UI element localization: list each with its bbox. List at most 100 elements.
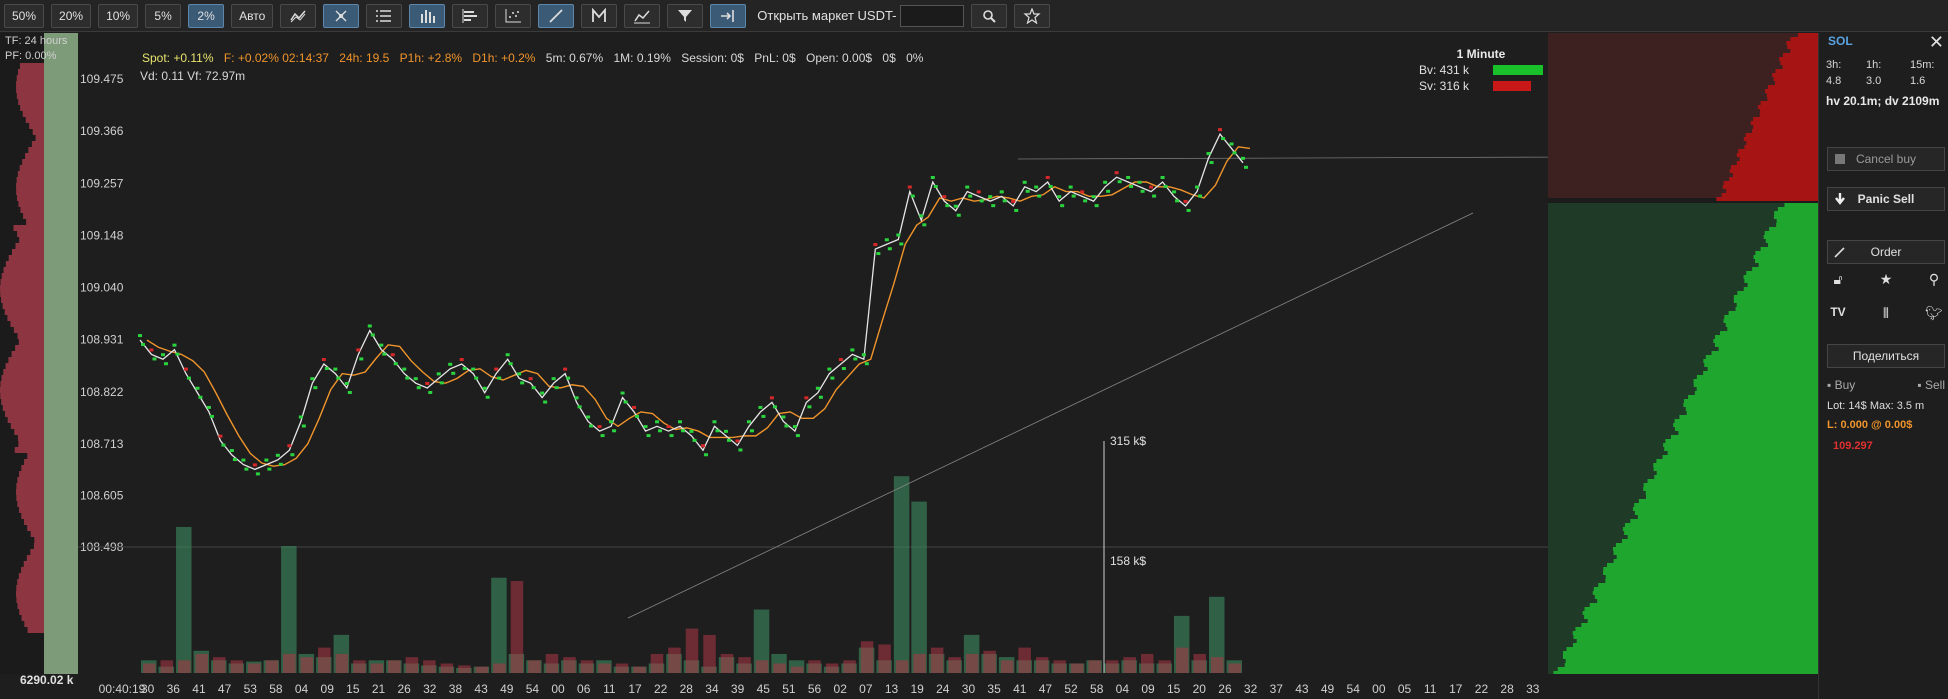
trade-marker	[609, 420, 614, 424]
volume-buy-bar	[1208, 596, 1225, 673]
volume-sell-bar	[1123, 657, 1136, 673]
zero-pct: 0%	[906, 51, 924, 65]
market-input[interactable]	[899, 4, 964, 27]
trade-marker	[612, 429, 617, 433]
export-arrow-icon[interactable]	[710, 3, 747, 28]
trade-marker	[1002, 199, 1007, 203]
price-chart[interactable]: 109.475 109.366 109.257 109.148 109.040 108.9…	[78, 33, 1548, 699]
trade-marker	[347, 390, 352, 394]
list-icon[interactable]	[366, 3, 403, 28]
trade-marker	[474, 376, 479, 380]
bid-depth-bar	[1607, 563, 1818, 567]
order-button[interactable]: Order	[1827, 240, 1945, 264]
twitter-icon[interactable]: 🐦︎	[1925, 305, 1943, 321]
bid-depth-bar	[1693, 379, 1818, 383]
star-icon[interactable]	[1013, 3, 1050, 28]
volume-buy-bar	[893, 476, 910, 673]
profile-sell-bar	[1, 399, 45, 405]
volume-sell-bar	[160, 660, 174, 673]
profile-sell-bar	[19, 63, 44, 69]
trade-marker	[827, 367, 832, 371]
lock-icon[interactable]: 🔓︎	[1833, 271, 1843, 287]
profile-sell-bar	[4, 309, 44, 315]
bid-depth-bar	[1637, 515, 1818, 519]
volume-sell-bar	[930, 647, 944, 673]
symbol-link[interactable]: SOL	[1828, 34, 1853, 48]
timeframe-title: 1 Minute	[1456, 47, 1506, 61]
trade-marker	[1068, 185, 1073, 189]
trade-marker	[528, 377, 533, 381]
candles-icon[interactable]: ⫴	[1883, 305, 1889, 321]
zoom-5-button[interactable]: 5%	[145, 3, 182, 28]
search-icon[interactable]	[970, 3, 1007, 28]
panic-sell-button[interactable]: Panic Sell	[1827, 187, 1945, 211]
x-axis-tick-label: 28	[680, 682, 694, 696]
dots-chart-icon[interactable]	[495, 3, 532, 28]
bid-depth-bar	[1572, 631, 1818, 635]
line-chart-icon[interactable]	[280, 3, 317, 28]
funding-rate: F: +0.02% 02:14:37	[223, 51, 329, 65]
filter-icon[interactable]	[667, 3, 704, 28]
volume-sell-bar	[1175, 647, 1189, 673]
trend-lines-icon[interactable]	[624, 3, 661, 28]
x-axis-tick-label: 49	[1321, 682, 1335, 696]
share-label: Поделиться	[1852, 349, 1920, 363]
x-axis-tick-label: 26	[397, 682, 411, 696]
trade-marker	[344, 381, 349, 385]
zoom-2-button[interactable]: 2%	[188, 3, 225, 28]
zoom-20-button[interactable]: 20%	[51, 3, 92, 28]
trade-marker	[681, 429, 686, 433]
chart-canvas[interactable]: 109.475 109.366 109.257 109.148 109.040 108.9…	[78, 33, 1548, 699]
bid-depth-bar	[1653, 463, 1818, 467]
profile-sell-bar	[18, 573, 44, 579]
bid-depth-bar	[1719, 331, 1818, 335]
ask-depth-bar	[1721, 193, 1818, 197]
trade-marker	[999, 190, 1004, 194]
trade-marker	[804, 396, 809, 400]
bid-depth-bar	[1755, 251, 1818, 255]
trade-marker	[1140, 189, 1145, 193]
bid-depth-bar	[1565, 659, 1818, 663]
zoom-50-button[interactable]: 50%	[4, 3, 45, 28]
trade-marker	[910, 194, 915, 198]
search-icon[interactable]: ⚲	[1928, 271, 1940, 287]
volume-sell-bar	[335, 653, 349, 673]
y-axis-tick-label: 108.931	[80, 333, 124, 347]
zoom-auto-button[interactable]: Авто	[231, 3, 274, 28]
buy-volume-swatch	[1493, 65, 1543, 75]
zoom-10-button[interactable]: 10%	[98, 3, 139, 28]
order-book-heatmap[interactable]	[1548, 33, 1818, 675]
y-axis-tick-label: 109.148	[80, 229, 124, 243]
order-book-depth	[1548, 33, 1818, 675]
sell-toggle[interactable]: ▪ Sell	[1917, 378, 1945, 392]
open-value: Open: 0.00$	[806, 51, 873, 65]
ask-depth-bar	[1722, 185, 1818, 189]
close-icon[interactable]: ✕	[1928, 32, 1944, 52]
volume-scale-mid-label: 158 k$	[1110, 554, 1146, 568]
buy-toggle[interactable]: ▪ Buy	[1827, 378, 1856, 392]
ask-depth-bar	[1787, 45, 1818, 49]
position-info: L: 0.000 @ 0.00$	[1827, 419, 1913, 431]
star-icon[interactable]: ★	[1879, 271, 1893, 287]
trade-marker	[1057, 195, 1062, 199]
trade-marker	[520, 381, 525, 385]
profile-sell-bar	[16, 75, 44, 81]
x-axis-tick-label: 17	[1449, 682, 1463, 696]
tradingview-icon[interactable]: TV	[1830, 305, 1846, 319]
x-axis-tick-label: 49	[500, 682, 514, 696]
share-button[interactable]: Поделиться	[1827, 344, 1945, 368]
pencil-icon[interactable]	[538, 3, 575, 28]
profile-sell-bar	[17, 477, 44, 483]
trade-marker	[1232, 151, 1237, 155]
trade-marker	[428, 390, 433, 394]
volume-sell-bar	[860, 641, 874, 673]
volume-bars-icon[interactable]	[409, 3, 446, 28]
cancel-buy-button[interactable]: Cancel buy	[1827, 147, 1945, 171]
volume-sell-bar	[668, 647, 681, 673]
trade-marker	[554, 386, 559, 390]
profile-sell-bar	[16, 177, 44, 183]
horizontal-bars-icon[interactable]	[452, 3, 489, 28]
profile-sell-bar	[16, 483, 44, 489]
scatter-cross-icon[interactable]	[323, 3, 360, 28]
m-letter-icon[interactable]	[581, 3, 618, 28]
